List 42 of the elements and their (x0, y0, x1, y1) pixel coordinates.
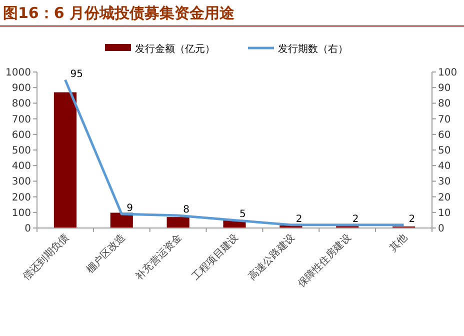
y-tick-label: 600 (12, 130, 31, 141)
chart-title: 图16：6 月份城投债募集资金用途 (3, 4, 236, 22)
y-tick-label: 500 (12, 146, 31, 156)
y2-tick-label: 20 (438, 192, 451, 204)
legend-label: 发行期数（右） (278, 43, 348, 55)
y-tick-label: 100 (12, 208, 31, 219)
data-label: 95 (70, 68, 83, 80)
y2-tick-label: 80 (438, 98, 451, 110)
x-tick-label: 高速公路建设 (246, 232, 298, 283)
y2-tick-label: 60 (438, 130, 451, 141)
bar (166, 217, 190, 228)
bar (54, 92, 76, 228)
y2-tick-label: 0 (438, 224, 444, 234)
x-tick-label: 棚户区改造 (84, 232, 128, 276)
x-tick-label: 工程项目建设 (190, 232, 241, 283)
x-tick-label: 补充营运资金 (133, 232, 184, 283)
y-tick-label: 900 (12, 83, 31, 94)
x-tick-label: 偿还到期负债 (20, 232, 72, 283)
y-tick-label: 0 (24, 224, 31, 234)
data-label: 2 (408, 214, 416, 225)
y2-tick-label: 40 (438, 161, 451, 172)
y2-tick-label: 70 (438, 114, 451, 126)
y-tick-label: 300 (12, 176, 31, 188)
y2-tick-label: 90 (438, 83, 451, 94)
legend-label: 发行金额（亿元） (135, 43, 215, 55)
y-tick-label: 700 (12, 114, 31, 126)
y-tick-label: 1000 (6, 68, 31, 78)
x-tick-label: 其他 (387, 232, 410, 254)
line-series (64, 78, 406, 226)
x-tick-label: 保障性住房建设 (295, 232, 354, 290)
y2-tick-label: 10 (438, 208, 451, 219)
y2-tick-label: 50 (438, 146, 451, 156)
data-label: 2 (296, 214, 302, 225)
data-label: 8 (183, 204, 190, 216)
data-label: 2 (352, 214, 359, 225)
y-tick-label: 400 (12, 161, 31, 172)
data-label: 9 (126, 202, 134, 214)
y2-tick-label: 30 (438, 176, 451, 188)
y-tick-label: 800 (12, 98, 31, 110)
y-tick-label: 200 (12, 192, 31, 204)
data-label: 5 (240, 209, 246, 220)
y2-tick-label: 100 (438, 68, 458, 78)
